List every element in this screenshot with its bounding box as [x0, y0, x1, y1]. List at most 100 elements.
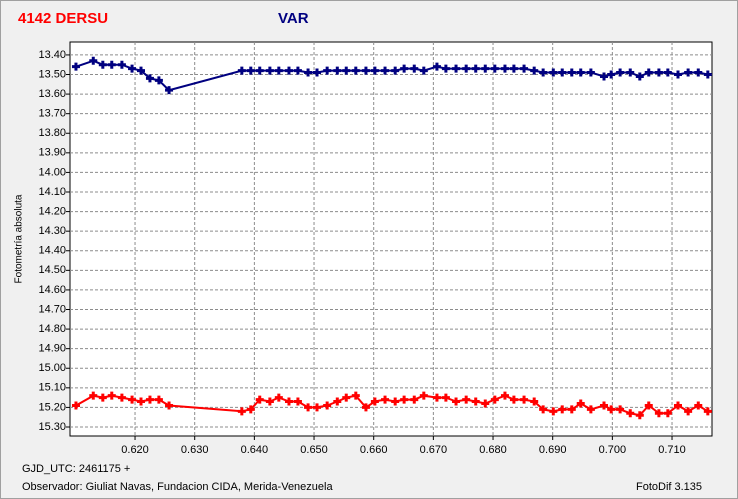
data-point: [361, 403, 370, 412]
y-tick-label: 13.40: [38, 49, 66, 61]
x-tick-label: 0.620: [121, 444, 149, 456]
y-tick-label: 13.70: [38, 108, 66, 120]
data-point: [137, 397, 146, 406]
data-point: [313, 68, 322, 77]
x-tick-label: 0.650: [300, 444, 328, 456]
data-point: [246, 66, 255, 75]
x-tick-label: 0.670: [420, 444, 448, 456]
data-point: [154, 76, 163, 85]
data-point: [530, 66, 539, 75]
chart-title: 4142 DERSU: [18, 10, 108, 27]
data-point: [635, 411, 644, 420]
data-point: [381, 395, 390, 404]
x-tick-label: 0.710: [658, 444, 686, 456]
y-tick-label: 14.90: [38, 343, 66, 355]
data-point: [539, 68, 548, 77]
data-point: [703, 70, 712, 79]
data-point: [361, 66, 370, 75]
data-point: [323, 66, 332, 75]
data-point: [509, 64, 518, 73]
data-point: [600, 72, 609, 81]
y-tick-label: 15.20: [38, 401, 66, 413]
data-point: [600, 401, 609, 410]
data-point: [616, 405, 625, 414]
data-point: [255, 395, 264, 404]
data-point: [462, 395, 471, 404]
data-point: [419, 66, 428, 75]
data-point: [441, 393, 450, 402]
x-tick-label: 0.640: [241, 444, 269, 456]
data-point: [509, 395, 518, 404]
footer-observer: Observador: Giuliat Navas, Fundacion CID…: [22, 481, 333, 493]
data-point: [441, 64, 450, 73]
data-point: [626, 68, 635, 77]
data-point: [586, 68, 595, 77]
data-point: [255, 66, 264, 75]
data-point: [694, 68, 703, 77]
y-tick-label: 14.40: [38, 245, 66, 257]
data-point: [381, 66, 390, 75]
data-point: [471, 397, 480, 406]
data-point: [481, 399, 490, 408]
data-point: [500, 64, 509, 73]
data-point: [539, 405, 548, 414]
y-tick-label: 14.30: [38, 225, 66, 237]
data-point: [313, 403, 322, 412]
data-point: [351, 66, 360, 75]
data-point: [237, 407, 246, 416]
data-point: [154, 395, 163, 404]
chart-subtitle: VAR: [278, 10, 309, 27]
data-point: [137, 66, 146, 75]
data-point: [549, 407, 558, 416]
data-point: [400, 64, 409, 73]
x-tick-label: 0.700: [599, 444, 627, 456]
data-point: [107, 60, 116, 69]
footer-software: FotoDif 3.135: [636, 481, 702, 493]
data-point: [500, 391, 509, 400]
data-point: [576, 68, 585, 77]
y-tick-label: 14.70: [38, 303, 66, 315]
data-point: [265, 397, 274, 406]
data-point: [520, 395, 529, 404]
x-tick-label: 0.660: [360, 444, 388, 456]
y-tick-label: 15.30: [38, 421, 66, 433]
data-point: [452, 64, 461, 73]
footer-date: GJD_UTC: 2461175 +: [22, 463, 130, 475]
x-tick-label: 0.690: [539, 444, 567, 456]
data-point: [663, 409, 672, 418]
data-point: [490, 64, 499, 73]
data-point: [128, 64, 137, 73]
data-point: [145, 395, 154, 404]
data-point: [410, 395, 419, 404]
data-point: [274, 66, 283, 75]
data-point: [673, 70, 682, 79]
data-point: [246, 405, 255, 414]
data-point: [673, 401, 682, 410]
data-point: [462, 64, 471, 73]
data-point: [586, 405, 595, 414]
data-point: [549, 68, 558, 77]
data-point: [89, 56, 98, 65]
y-tick-label: 13.90: [38, 147, 66, 159]
data-point: [89, 391, 98, 400]
y-tick-label: 14.50: [38, 264, 66, 276]
data-point: [284, 66, 293, 75]
data-point: [265, 66, 274, 75]
data-point: [635, 72, 644, 81]
data-point: [342, 66, 351, 75]
data-point: [644, 68, 653, 77]
data-point: [626, 409, 635, 418]
data-point: [284, 397, 293, 406]
x-tick-label: 0.630: [181, 444, 209, 456]
data-point: [567, 68, 576, 77]
data-point: [400, 395, 409, 404]
data-point: [304, 68, 313, 77]
data-point: [432, 62, 441, 71]
data-point: [694, 401, 703, 410]
data-point: [558, 68, 567, 77]
data-point: [452, 397, 461, 406]
data-point: [520, 64, 529, 73]
data-point: [490, 395, 499, 404]
data-point: [107, 391, 116, 400]
